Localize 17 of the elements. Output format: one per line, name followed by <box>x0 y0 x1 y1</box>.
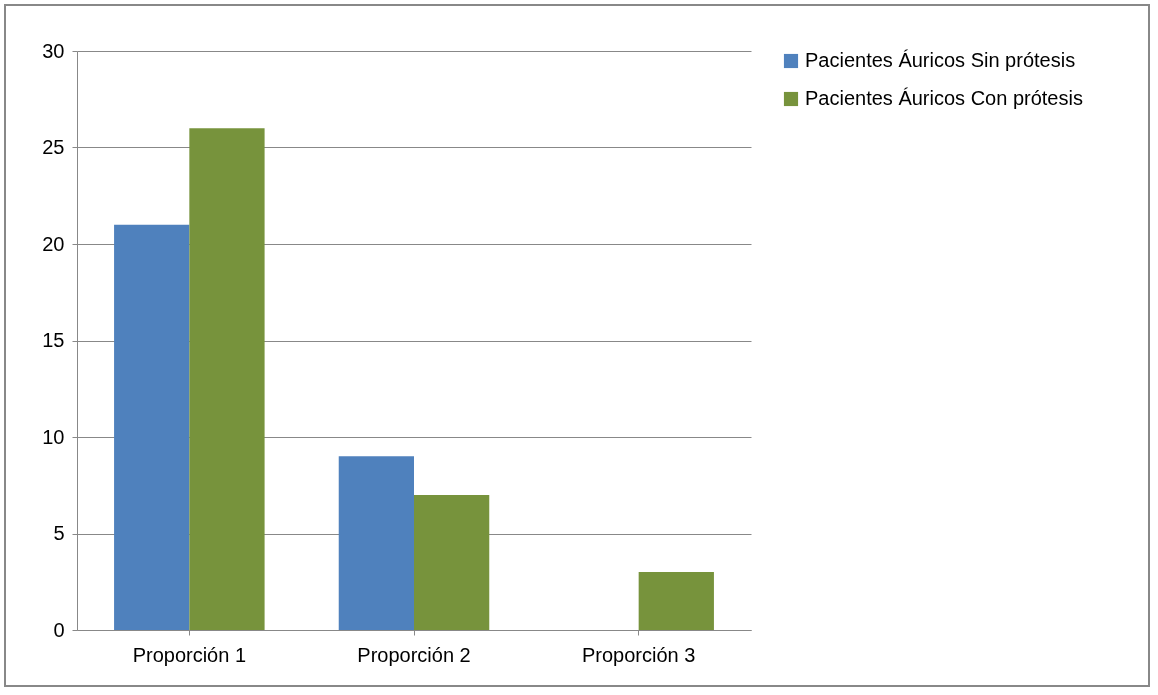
y-tick-label: 0 <box>53 618 65 641</box>
y-tick-label: 5 <box>53 522 65 544</box>
y-tick-label: 10 <box>42 425 65 448</box>
x-tick-label: Proporción 2 <box>357 643 471 666</box>
bar <box>638 572 714 630</box>
x-tick-label: Proporción 1 <box>132 643 247 666</box>
y-tick-label: 15 <box>42 329 65 351</box>
bar <box>338 456 414 630</box>
bar <box>414 494 490 630</box>
x-tick-label: Proporción 3 <box>581 643 696 666</box>
legend-label: Pacientes Áuricos Con prótesis <box>805 87 1083 109</box>
bar <box>189 128 265 630</box>
legend-label: Pacientes Áuricos Sin prótesis <box>805 49 1076 71</box>
y-tick-label: 20 <box>42 232 65 255</box>
bar <box>114 224 190 630</box>
y-tick-label: 25 <box>42 136 65 158</box>
y-tick-label: 30 <box>42 39 65 62</box>
